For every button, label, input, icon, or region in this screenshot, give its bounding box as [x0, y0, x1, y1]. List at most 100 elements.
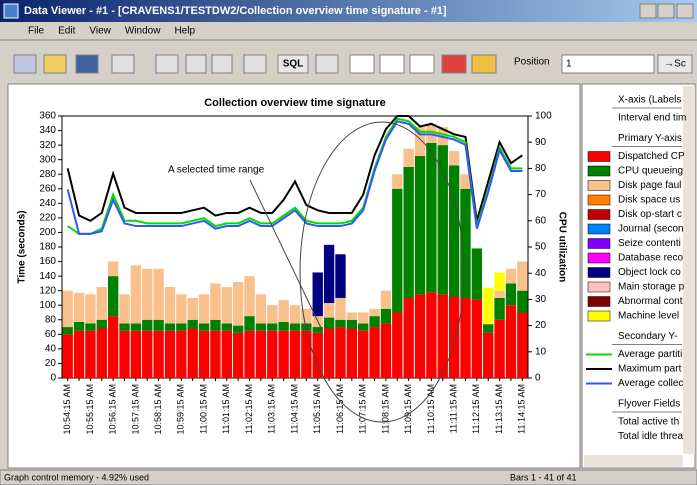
bar-segment — [210, 283, 221, 320]
bar-segment — [437, 145, 448, 295]
bar-segment — [323, 317, 335, 329]
tool-button[interactable] — [243, 54, 267, 74]
legend-swatch — [587, 209, 611, 220]
tool-button[interactable] — [441, 54, 467, 74]
bar-segment — [380, 308, 392, 324]
window-title: Data Viewer - #1 - [CRAVENS1/TESTDW2/Col… — [24, 5, 447, 17]
bar-segment — [460, 174, 471, 189]
bar-segment — [164, 330, 176, 378]
bar-segment — [221, 323, 232, 331]
bar-segment — [221, 287, 232, 324]
bar-segment — [164, 287, 176, 324]
bar-segment — [62, 334, 73, 378]
y-tick-label: 300 — [39, 154, 56, 165]
bar-segment — [346, 319, 358, 329]
position-input[interactable] — [561, 54, 655, 74]
bar-segment — [73, 292, 85, 322]
tool-button[interactable] — [409, 54, 435, 74]
y-tick-label: 140 — [39, 271, 56, 282]
bar-segment — [414, 156, 426, 295]
y-tick-label: 160 — [39, 256, 56, 267]
legend-label: Main storage p — [618, 282, 685, 293]
bar-segment — [210, 330, 221, 378]
horizontal-scrollbar[interactable] — [584, 455, 683, 467]
bar-segment — [335, 254, 346, 298]
legend-label: Object lock co — [618, 267, 681, 278]
legend: X-axis (Labels Interval end tim Primary Y-… — [586, 95, 686, 442]
y-tick-label: 100 — [39, 300, 56, 311]
bar-segment — [403, 166, 414, 298]
legend-label: Database reco — [618, 253, 683, 264]
y-tick-label: 260 — [39, 183, 56, 194]
bar-segment — [323, 303, 335, 318]
y2-tick-label: 100 — [535, 111, 552, 122]
tool-button[interactable] — [13, 54, 37, 74]
vertical-scrollbar[interactable] — [683, 86, 695, 454]
menu-item[interactable]: View — [89, 26, 111, 37]
menu-item[interactable]: Window — [125, 26, 161, 37]
bar-segment — [73, 330, 85, 378]
bar-segment — [62, 327, 73, 335]
maximize-button[interactable] — [657, 3, 675, 19]
y2-tick-label: 20 — [535, 320, 547, 331]
bar-segment — [323, 244, 335, 304]
tool-button[interactable] — [471, 54, 497, 74]
bar-segment — [107, 276, 119, 317]
x-tick-label: 11:01:15 AM — [221, 384, 231, 434]
legend-swatch — [587, 194, 611, 206]
y2-tick-label: 90 — [535, 137, 547, 148]
bar-segment — [73, 321, 85, 331]
tool-button[interactable] — [349, 54, 375, 74]
go-button[interactable] — [657, 54, 693, 74]
bar-segment — [62, 290, 73, 328]
tool-button[interactable] — [111, 54, 135, 74]
bar-segment — [392, 188, 403, 313]
bar-segment — [505, 268, 517, 284]
bar-segment — [198, 323, 210, 331]
tool-button[interactable] — [211, 54, 233, 74]
legend-label: Disk page faul — [618, 180, 681, 191]
legend-heading: Flyover Fields — [618, 399, 680, 410]
app-icon — [3, 3, 19, 19]
tool-button[interactable] — [379, 54, 405, 74]
bar-segment — [164, 323, 176, 331]
legend-label: Disk op-start c — [618, 209, 682, 220]
chart: Collection overview time signature 0 20 40 6… — [17, 97, 568, 435]
legend-swatch — [587, 267, 611, 278]
x-tick-label: 10:54:15 AM — [62, 384, 72, 435]
tool-button[interactable] — [315, 54, 339, 74]
menu-item[interactable]: Help — [174, 26, 195, 37]
bar-segment — [335, 319, 346, 328]
close-button[interactable] — [676, 3, 694, 19]
bar-segment — [119, 330, 130, 378]
sql-label: SQL — [283, 59, 304, 70]
tool-button[interactable] — [155, 54, 179, 74]
menu-item[interactable]: File — [28, 26, 45, 37]
bar-segment — [232, 325, 244, 333]
position-label: Position — [514, 57, 550, 68]
bar-segment — [187, 328, 198, 378]
tool-button[interactable] — [43, 54, 67, 74]
menu-item[interactable]: Edit — [58, 26, 75, 37]
x-tick-label: 11:07:15 AM — [358, 384, 368, 434]
sql-button[interactable] — [277, 54, 309, 74]
minimize-button[interactable] — [639, 3, 657, 19]
bar-segment — [289, 323, 301, 331]
bar-segment — [153, 268, 164, 320]
x-tick-label: 10:57:15 AM — [130, 384, 140, 435]
bar-segment — [142, 330, 153, 378]
y-tick-label: 0 — [50, 373, 56, 384]
legend-label: Maximum part — [618, 364, 682, 375]
bar-segment — [96, 319, 107, 329]
tool-button[interactable] — [185, 54, 207, 74]
bar-segment — [471, 299, 483, 378]
tool-button[interactable] — [75, 54, 99, 74]
position-value: 1 — [566, 59, 572, 70]
bar-segment — [198, 330, 210, 378]
bar-segment — [176, 294, 187, 324]
bar-segment — [426, 292, 437, 378]
bar-segment — [323, 328, 335, 378]
bar-segment — [414, 126, 426, 157]
x-tick-label: 11:10:15 AM — [426, 384, 436, 434]
legend-label: Journal (secon — [618, 224, 684, 235]
